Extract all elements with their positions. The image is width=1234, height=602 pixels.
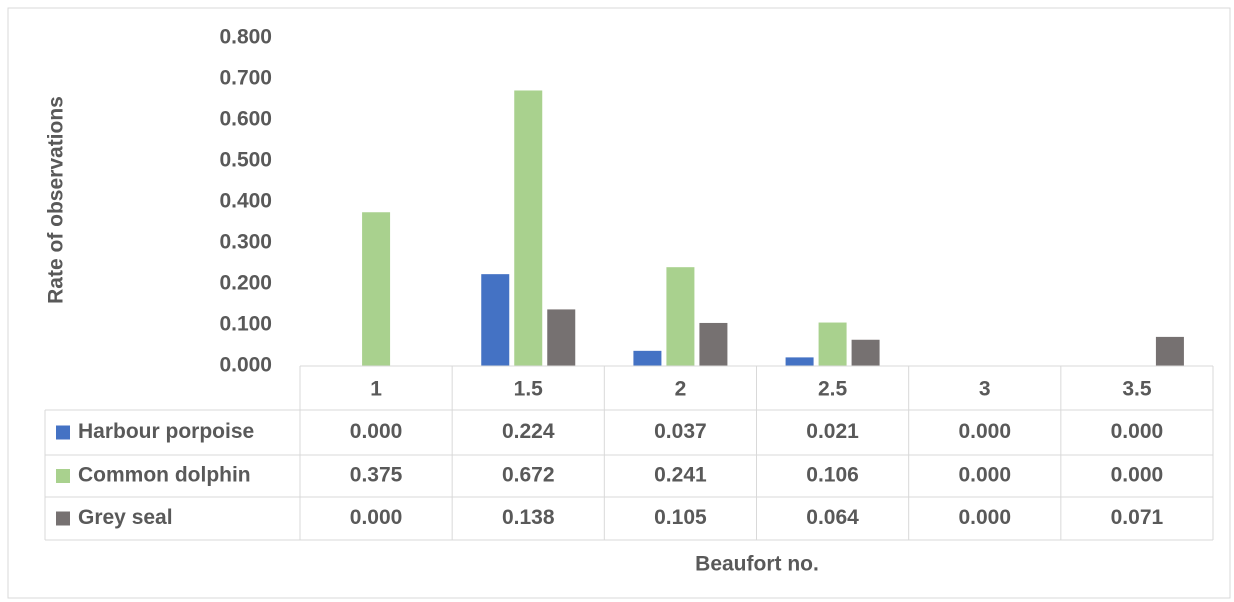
y-tick-label: 0.500 bbox=[219, 149, 272, 172]
y-tick-label: 0.600 bbox=[219, 108, 272, 131]
bar bbox=[851, 339, 880, 366]
table-value: 0.064 bbox=[806, 506, 859, 529]
x-tick-label: 2 bbox=[675, 378, 687, 401]
table-value: 0.105 bbox=[654, 506, 707, 529]
bar bbox=[514, 90, 543, 366]
x-tick-label: 2.5 bbox=[818, 378, 848, 401]
table-value: 0.037 bbox=[654, 420, 707, 443]
table-value: 0.241 bbox=[654, 464, 707, 487]
table-value: 0.138 bbox=[502, 506, 555, 529]
legend-label: Grey seal bbox=[78, 506, 173, 529]
table-value: 0.000 bbox=[350, 420, 403, 443]
bar bbox=[1155, 336, 1184, 366]
y-tick-label: 0.700 bbox=[219, 67, 272, 90]
table-value: 0.672 bbox=[502, 464, 555, 487]
bar bbox=[547, 309, 576, 366]
table-value: 0.000 bbox=[350, 506, 403, 529]
x-tick-label: 1.5 bbox=[514, 378, 544, 401]
legend-label: Common dolphin bbox=[78, 464, 251, 487]
table-value: 0.000 bbox=[958, 420, 1011, 443]
table-value: 0.000 bbox=[1111, 464, 1164, 487]
y-tick-label: 0.200 bbox=[219, 272, 272, 295]
bar bbox=[818, 322, 847, 366]
legend-key bbox=[56, 511, 70, 526]
y-tick-label: 0.100 bbox=[219, 313, 272, 336]
legend-key bbox=[56, 469, 70, 483]
bar bbox=[362, 212, 391, 366]
bar bbox=[481, 274, 510, 366]
y-tick-label: 0.300 bbox=[219, 231, 272, 254]
table-value: 0.071 bbox=[1111, 506, 1164, 529]
y-tick-label: 0.800 bbox=[219, 26, 272, 49]
x-tick-label: 3 bbox=[979, 378, 991, 401]
bar bbox=[785, 357, 814, 366]
bar bbox=[666, 267, 695, 366]
y-tick-label: 0.400 bbox=[219, 190, 272, 213]
legend-label: Harbour porpoise bbox=[78, 420, 254, 443]
x-tick-label: 1 bbox=[370, 378, 382, 401]
table-value: 0.000 bbox=[1111, 420, 1164, 443]
y-axis-title: Rate of observations bbox=[45, 96, 68, 304]
table-value: 0.224 bbox=[502, 420, 555, 443]
table-value: 0.106 bbox=[806, 464, 859, 487]
table-value: 0.375 bbox=[350, 464, 403, 487]
table-value: 0.000 bbox=[958, 464, 1011, 487]
legend-key bbox=[56, 425, 70, 440]
bar bbox=[633, 350, 662, 366]
table-value: 0.021 bbox=[806, 420, 859, 443]
chart-border bbox=[7, 7, 1231, 599]
bar bbox=[699, 322, 728, 366]
x-axis-title: Beaufort no. bbox=[695, 553, 819, 576]
y-tick-label: 0.000 bbox=[219, 354, 272, 377]
x-tick-label: 3.5 bbox=[1122, 378, 1152, 401]
table-value: 0.000 bbox=[958, 506, 1011, 529]
